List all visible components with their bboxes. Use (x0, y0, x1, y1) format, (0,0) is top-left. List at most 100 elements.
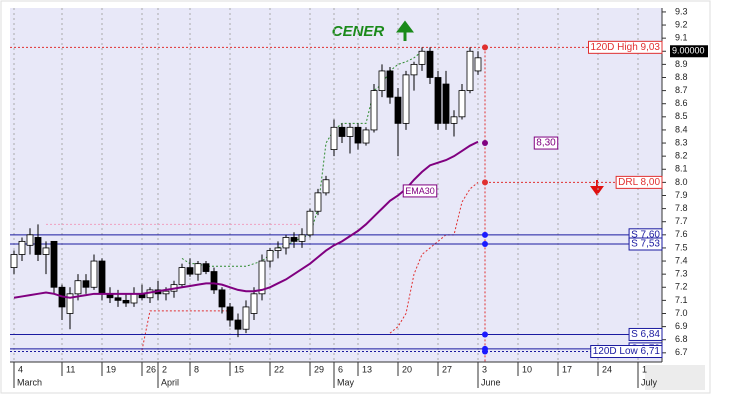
down-arrow (590, 180, 604, 196)
candle-body (66, 293, 74, 314)
chart-title: CENER (332, 23, 385, 40)
candle-body (282, 237, 290, 249)
x-tick-label: 6 (338, 364, 343, 374)
candle (402, 70, 410, 130)
x-tick-label: 26 (146, 364, 156, 374)
candle (458, 84, 466, 120)
level-label-box (615, 175, 663, 189)
y-tick-label: 7.0 (675, 308, 688, 318)
y-tick-label: 7.6 (675, 229, 688, 239)
candle-body (402, 74, 410, 124)
level-label-box (588, 40, 663, 54)
candle-body (50, 240, 58, 288)
candle (386, 67, 394, 104)
x-tick-label: 20 (402, 364, 412, 374)
candle (322, 175, 330, 196)
candle-body (130, 293, 138, 304)
level-label: 120D Low 6,71 (593, 346, 661, 357)
x-tick-label: 3 (482, 364, 487, 374)
level-label: DRL 8,00 (618, 177, 660, 188)
candle-body (330, 126, 338, 151)
candle (218, 287, 226, 314)
month-label: June (481, 377, 501, 387)
level-label: S 7,60 (631, 229, 660, 240)
candle (354, 123, 362, 150)
candle-body (26, 234, 34, 246)
level-label: S 6,84 (631, 329, 660, 340)
candle-body (202, 263, 210, 272)
candle-body (242, 306, 250, 330)
y-tick-label: 8.8 (675, 72, 688, 82)
candle (282, 234, 290, 255)
level-label-box (590, 345, 663, 359)
candle (474, 51, 482, 75)
level-label: 8,30 (536, 138, 556, 149)
candle-body (82, 280, 90, 288)
x-tick-label: 1 (642, 364, 647, 374)
y-tick-label: 8.9 (675, 59, 688, 69)
candle (418, 47, 426, 71)
x-tick-label: 13 (362, 364, 372, 374)
candle-body (114, 297, 122, 301)
y-tick-label: 6.8 (675, 334, 688, 344)
candle (10, 250, 18, 275)
candle (410, 61, 418, 91)
x-tick-label: 29 (314, 364, 324, 374)
month-label: May (337, 377, 355, 387)
candle-body (42, 247, 50, 255)
candle (442, 70, 450, 130)
candle (18, 237, 26, 262)
candle-body (194, 263, 202, 275)
ema-line (13, 140, 479, 299)
y-tick-label: 9.2 (675, 19, 688, 29)
candle (394, 87, 402, 157)
level-dot (482, 348, 488, 355)
candle (290, 232, 298, 248)
y-tick-label: 7.3 (675, 269, 688, 279)
candle-body (386, 70, 394, 98)
candle-body (162, 290, 170, 295)
stop-line (141, 181, 479, 351)
y-tick-label: 9.1 (675, 33, 688, 43)
candle-body (466, 50, 474, 91)
y-tick-label: 8.7 (675, 85, 688, 95)
x-tick-label: 24 (602, 364, 612, 374)
candle-body (226, 306, 234, 321)
candle-body (426, 50, 434, 78)
y-tick-label: 8.6 (675, 98, 688, 108)
x-tick-label: 15 (234, 364, 244, 374)
y-tick-label: 9.3 (675, 6, 688, 16)
candle-body (218, 289, 226, 308)
level-dot (482, 231, 488, 238)
x-tick-label: 27 (442, 364, 452, 374)
candle-body (266, 250, 274, 262)
x-tick-label: 10 (522, 364, 532, 374)
candle-body (234, 319, 242, 330)
candle (90, 254, 98, 290)
candle (426, 47, 434, 85)
candle-body (442, 83, 450, 124)
candle-body (74, 280, 82, 295)
candle (66, 287, 74, 330)
candle-body (378, 70, 386, 92)
plot-area (10, 8, 662, 362)
y-tick-label: 8.3 (675, 137, 688, 147)
candle-body (322, 179, 330, 194)
candle (306, 208, 314, 238)
candle (346, 123, 354, 154)
y-tick-label: 8.2 (675, 151, 688, 161)
x-tick-label: 2 (162, 364, 167, 374)
candle-body (274, 247, 282, 251)
series-label: EMA30 (405, 186, 435, 196)
y-tick-label: 8.4 (675, 124, 688, 134)
candle (362, 127, 370, 146)
candle (338, 123, 346, 144)
candle-body (90, 260, 98, 288)
candle (194, 261, 202, 281)
level-dot (482, 140, 488, 147)
level-label-box (628, 327, 663, 341)
y-tick-label: 7.2 (675, 282, 688, 292)
candle-body (122, 299, 130, 304)
candle-body (250, 293, 258, 314)
